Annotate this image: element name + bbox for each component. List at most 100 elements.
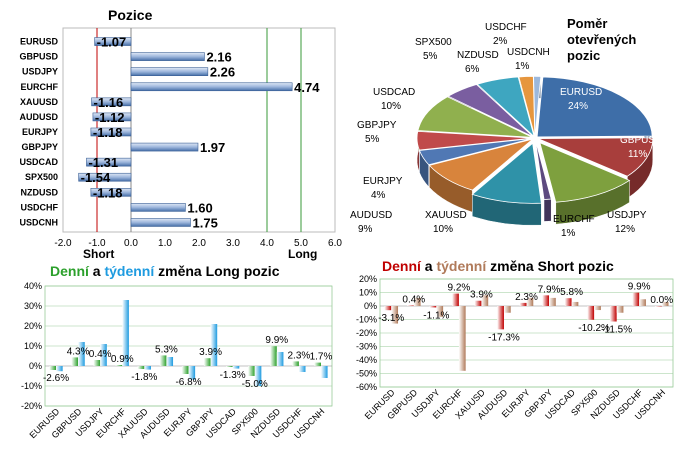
pie-slice <box>416 130 533 151</box>
daily-bar <box>429 306 437 308</box>
weekly-bar <box>639 299 646 306</box>
category-label: AUDUSD <box>19 112 58 122</box>
y-tick-label: -20% <box>21 401 42 411</box>
pie-label-name: USDJPY <box>607 210 647 221</box>
data-label: 0.0% <box>650 295 673 306</box>
weekly-bar <box>78 342 85 366</box>
daily-bar <box>609 306 617 322</box>
data-label: 0.9% <box>111 354 134 365</box>
y-tick-label: 20% <box>24 321 42 331</box>
weekly-bar <box>436 306 444 317</box>
data-label: -1.1% <box>423 310 449 321</box>
position-bar <box>130 142 199 152</box>
data-label: 1.7% <box>310 352 333 363</box>
pie-label-percent: 5% <box>365 134 380 145</box>
data-label: -1.8% <box>131 372 157 383</box>
weekly-bar <box>122 300 129 366</box>
pie-label: USDCAD 10% <box>373 87 415 112</box>
pie-title: Poměr otevřených pozic <box>567 16 636 63</box>
daily-bar <box>115 365 123 366</box>
daily-bar <box>226 366 233 367</box>
position-bar <box>86 157 132 167</box>
x-tick-label: 1.0 <box>158 238 172 249</box>
value-label: -1.54 <box>81 170 111 185</box>
category-label: EURUSD <box>20 37 59 47</box>
data-label: -3.1% <box>378 313 404 324</box>
data-label: 0.4% <box>89 349 112 360</box>
category-label: USDCAD <box>19 157 58 167</box>
weekly-bar <box>549 297 556 306</box>
pie-label: USDCHF 2% <box>485 22 527 47</box>
data-label: -5.0% <box>242 379 268 390</box>
position-bar <box>130 82 293 92</box>
daily-bar <box>587 306 595 320</box>
daily-bar <box>292 361 299 366</box>
daily-bar <box>542 295 550 306</box>
category-label: GBPUSD <box>19 52 58 62</box>
category-label: USDJPY <box>22 67 58 77</box>
pie-label-name: GBPJPY <box>357 120 397 131</box>
value-label: 1.97 <box>200 140 225 155</box>
x-tick-label: -1.0 <box>88 238 106 249</box>
value-label: -1.07 <box>97 35 127 50</box>
value-label: -1.18 <box>93 125 123 140</box>
position-bar <box>78 172 132 182</box>
pie-label-percent: 6% <box>465 64 480 75</box>
daily-bar <box>314 362 321 366</box>
y-tick-label: -30% <box>356 342 377 352</box>
x-tick-label: 0.0 <box>124 238 138 249</box>
data-label: -11.5% <box>601 325 632 336</box>
positions-chart: Pozice EURUSD GBPUSD USDJPY EURCHF XAUUSD AUD… <box>19 7 342 261</box>
x-tick-label: 4.0 <box>260 238 274 249</box>
category-label: SPX500 <box>25 172 58 182</box>
title-weekly-word: týdenní <box>436 258 487 274</box>
title-and-word: a <box>420 258 437 274</box>
data-label: -2.6% <box>43 373 69 384</box>
weekly-bar <box>100 344 107 366</box>
y-tick-label: -50% <box>356 369 377 379</box>
y-tick-label: -40% <box>356 355 377 365</box>
category-label: EURJPY <box>22 127 58 137</box>
weekly-bar <box>232 366 240 369</box>
long-changes-title: Denní a týdenní změna Long pozic <box>50 263 279 279</box>
position-bar <box>94 37 132 46</box>
pie-label: USDCNH 1% <box>507 47 550 72</box>
y-tick-label: 0% <box>364 301 377 311</box>
y-tick-label: -10% <box>21 381 42 391</box>
daily-bar <box>270 346 277 366</box>
daily-bar <box>519 302 527 306</box>
daily-bar <box>203 358 211 366</box>
daily-bar <box>654 306 662 307</box>
daily-bar <box>181 366 189 374</box>
data-label: 2.3% <box>287 350 310 361</box>
daily-bar <box>93 360 101 366</box>
category-label: USDCNH <box>19 217 58 227</box>
x-tick-label: 5.0 <box>294 238 308 249</box>
positions-title: Pozice <box>108 7 153 23</box>
y-tick-label: 20% <box>359 274 377 284</box>
data-label: 0.4% <box>402 294 425 305</box>
title-rest: změna Short pozic <box>486 258 614 274</box>
x-tick-label: 2.0 <box>192 238 206 249</box>
pie-label-name: USDCAD <box>373 87 415 98</box>
data-label: -17.3% <box>488 332 520 343</box>
pie-label-percent: 9% <box>358 224 373 235</box>
long-label: Long <box>288 247 317 261</box>
pie-label-percent: 1% <box>515 61 530 72</box>
category-label: NZDUSD <box>21 187 59 197</box>
pie-title-text: Poměr otevřených pozic <box>567 16 636 63</box>
x-tick-label: -2.0 <box>54 238 72 249</box>
value-label: 4.74 <box>294 80 320 95</box>
pie-slice <box>418 138 533 166</box>
pie-slice <box>471 142 542 204</box>
position-bar <box>130 52 205 61</box>
weekly-bar <box>166 357 174 366</box>
weekly-bar <box>481 295 489 306</box>
pie-title-line: Poměr <box>567 16 607 31</box>
weekly-bar <box>458 306 466 371</box>
pie-label: GBPJPY 5% <box>357 120 397 145</box>
y-tick-label: 0% <box>29 361 42 371</box>
pie-slice-side <box>543 198 552 222</box>
position-bar <box>90 127 132 137</box>
y-tick-label: 10% <box>359 288 377 298</box>
